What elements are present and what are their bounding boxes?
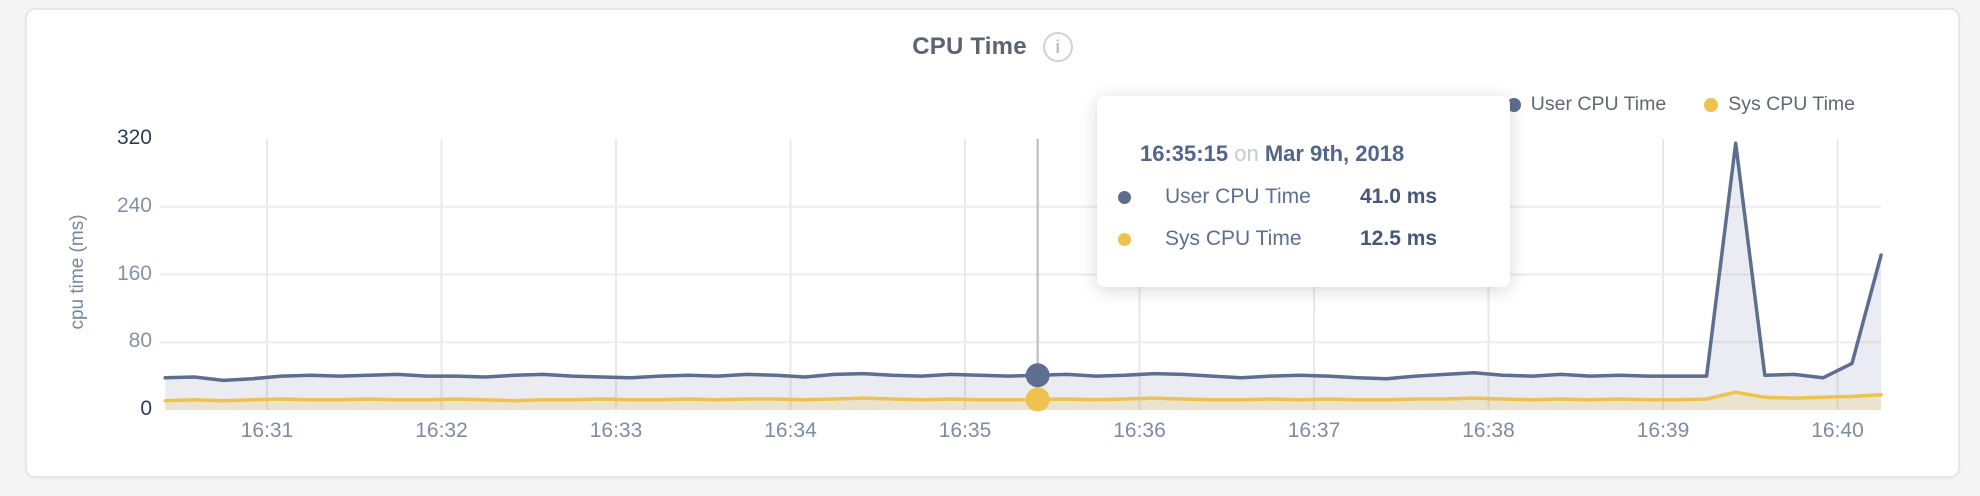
- tooltip-row-sys-cpu: Sys CPU Time 12.5 ms: [1118, 226, 1510, 252]
- chart-tooltip: 16:35:15 on Mar 9th, 2018 User CPU Time …: [1097, 96, 1510, 287]
- x-axis-tick: 16:33: [589, 419, 643, 442]
- legend-swatch: [1704, 97, 1719, 112]
- y-axis-tick: 0: [140, 397, 152, 420]
- legend-label: User CPU Time: [1530, 93, 1667, 115]
- tooltip-conjunction: on: [1234, 141, 1259, 166]
- x-axis-tick: 16:35: [938, 419, 992, 442]
- legend-item-user-cpu-time[interactable]: User CPU Time: [1506, 93, 1667, 116]
- chart-title: CPU Time: [912, 33, 1027, 60]
- y-axis-tick: 80: [128, 329, 152, 353]
- legend-label: Sys CPU Time: [1728, 93, 1855, 115]
- x-axis-tick: 16:37: [1287, 419, 1341, 442]
- tooltip-row-label: Sys CPU Time: [1165, 227, 1302, 250]
- tooltip-date: Mar 9th, 2018: [1264, 141, 1405, 166]
- tooltip-row-value: 12.5 ms: [1360, 227, 1438, 250]
- y-axis-tick: 240: [116, 193, 152, 217]
- x-axis-tick: 16:31: [240, 419, 294, 442]
- tooltip-timestamp: 16:35:15 on Mar 9th, 2018: [1140, 140, 1510, 168]
- tooltip-row-dot: [1118, 190, 1131, 204]
- tooltip-row-value: 41.0 ms: [1360, 185, 1438, 208]
- legend-swatch: [1506, 97, 1521, 112]
- tooltip-row-user-cpu: User CPU Time 41.0 ms: [1118, 184, 1510, 210]
- x-axis-tick: 16:34: [764, 419, 817, 442]
- legend-item-sys-cpu-time[interactable]: Sys CPU Time: [1704, 93, 1855, 116]
- tooltip-row-label: User CPU Time: [1165, 185, 1311, 208]
- tooltip-row-dot: [1118, 232, 1131, 246]
- chart-header: CPU Time i: [25, 30, 1960, 64]
- x-axis-tick: 16:36: [1113, 419, 1166, 442]
- x-axis-tick: 16:40: [1811, 419, 1864, 442]
- x-axis-tick: 16:39: [1636, 419, 1690, 442]
- x-axis-tick: 16:32: [415, 419, 468, 442]
- info-icon[interactable]: i: [1042, 32, 1073, 62]
- x-axis-tick: 16:38: [1462, 419, 1515, 442]
- chart-legend: User CPU Time Sys CPU Time: [1506, 93, 1855, 116]
- y-axis-tick: 320: [116, 126, 152, 149]
- tooltip-time: 16:35:15: [1140, 141, 1229, 166]
- y-axis-tick: 160: [116, 261, 152, 285]
